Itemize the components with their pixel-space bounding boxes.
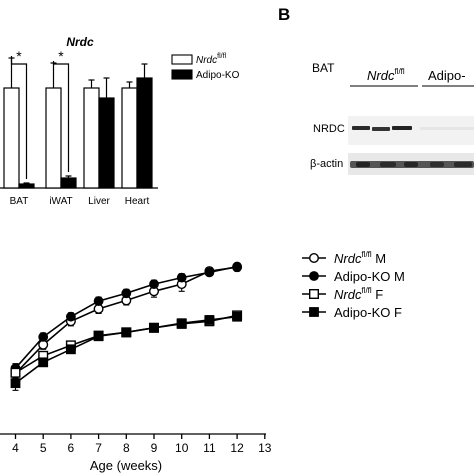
line-legend-label-2: Nrdcfl/fl F [334,286,383,302]
blot-band-nrdc-3 [392,126,412,130]
line-chart: 4 5 6 7 8 9 10 11 12 13 Age (weeks) Nrdcfl/fl M Ad… [0,250,405,473]
bar-legend-label-flfl: Nrdcfl/fl [196,53,227,66]
blot-group1-label: Nrdcfl/fl [367,67,405,83]
bar-legend-label-adipo-ko: Adipo-KO [196,70,240,81]
series-3-point-7 [204,315,215,325]
series-1-point-2 [65,311,76,322]
series-3-point-8 [232,311,243,322]
series-3-point-5 [149,322,159,333]
line-legend-label-1: Adipo-KO M [334,269,405,284]
line-x-tick-label-10: 10 [175,441,189,455]
line-x-tick-label-8: 8 [123,441,130,455]
significance-bracket-bat [10,56,28,179]
series-1-point-1 [38,332,49,342]
bar-tick-label-iwat: iWAT [49,196,72,207]
bar-bat-flfl [3,87,20,189]
line-chart-legend: Nrdcfl/fl M Adipo-KO M Nrdcfl/fl F Adipo-KO… [302,250,405,320]
line-legend-marker-3 [309,307,319,317]
series-1-point-5 [149,279,159,290]
blot-group1-sup: fl/fl [394,67,404,76]
series-3-point-6 [176,318,187,329]
line-chart-xlabel: Age (weeks) [90,458,162,473]
bar-tick-label-heart: Heart [125,196,150,207]
bar-iwat-adipo-ko [60,177,77,189]
series-3-point-1 [38,357,49,368]
bar-chart-title: Nrdc [66,35,94,49]
line-x-tick-label-4: 4 [12,441,19,455]
blot-group1-italic: Nrdc [367,68,395,83]
blot-band-nrdc-1 [352,126,370,130]
line-legend-marker-1 [309,271,319,281]
blot-band-nrdc-4 [420,127,474,130]
series-1-point-7 [204,267,215,278]
significance-bracket-iwat [52,61,70,172]
bar-liver-adipo-ko [98,97,115,189]
series-1-point-4 [121,288,132,299]
line-x-tick-label-7: 7 [95,441,102,455]
bar-liver-flfl [83,87,100,189]
line-x-tick-label-6: 6 [68,441,75,455]
bar-iwat-flfl [45,87,62,189]
panel-label-b: B [278,5,290,24]
series-3-point-2 [65,344,76,355]
bar-chart: Nrdc BAT iWAT Liver Heart * * Nrdcfl/fl Adipo-… [0,35,240,207]
series-1-point-8 [232,261,243,272]
line-x-tick-label-13: 13 [258,441,272,455]
line-x-tick-label-11: 11 [203,441,216,455]
series-3-point-4 [121,327,132,338]
blot-band-actin-dark-1 [356,162,370,167]
blot-row-label-actin: β-actin [310,158,343,170]
series-line-3 [15,315,238,384]
line-legend-label-3: Adipo-KO F [334,305,402,320]
line-legend-label-0: Nrdcfl/fl M [334,250,386,266]
blot-band-actin-dark-3 [404,162,418,167]
series-1-point-3 [93,296,104,306]
blot-row-label-nrdc: NRDC [313,123,345,135]
series-3-point-0 [10,378,21,389]
series-2-point-0 [10,367,21,378]
line-x-tick-label-12: 12 [230,441,244,455]
bar-heart-flfl [121,87,138,189]
blot-tissue-label: BAT [312,61,335,75]
blot-band-actin-dark-5 [454,162,472,167]
bar-legend-swatch-adipo-ko [171,69,193,80]
line-x-tick-label-9: 9 [151,441,158,455]
series-1-point-6 [176,272,187,283]
blot-band-actin-dark-4 [430,162,444,167]
western-blot: BAT Nrdcfl/fl Adipo- NRDC β-actin [310,61,474,175]
bar-chart-legend: Nrdcfl/fl Adipo-KO [171,53,240,81]
line-x-tick-label-5: 5 [40,441,47,455]
bar-bat-adipo-ko [18,183,35,189]
series-line-2 [15,314,238,374]
blot-band-actin-dark-2 [380,162,396,167]
line-legend-marker-2 [309,289,320,300]
blot-strip-nrdc [348,116,474,145]
blot-group2-label: Adipo- [428,68,466,83]
bar-legend-swatch-flfl [171,54,193,65]
significance-label-bat: * [16,48,22,64]
series-3-point-3 [93,331,104,342]
bar-tick-label-liver: Liver [88,196,110,207]
bar-tick-label-bat: BAT [10,196,29,207]
line-legend-marker-0 [309,252,320,263]
bar-heart-adipo-ko [136,77,153,189]
significance-label-iwat: * [58,48,64,64]
blot-band-nrdc-2 [372,127,390,131]
